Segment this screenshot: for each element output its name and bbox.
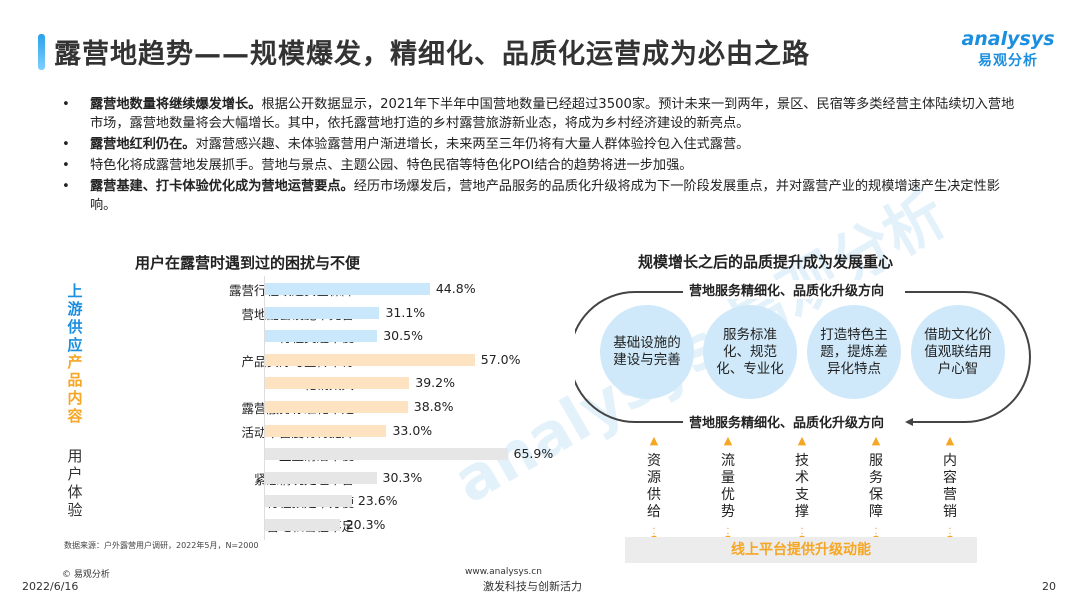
factor-label: 资源供给 bbox=[647, 453, 661, 520]
direction-bottom: 营地服务精细化、品质化升级方向 bbox=[683, 412, 891, 431]
chart-row: 卫生清洁不便65.9% bbox=[90, 443, 553, 463]
bullet-text: 经历市场爆发后，营地产品服务的品质化升级将成为下一阶段发展重点，并对露营产业的规… bbox=[90, 179, 1000, 213]
factor-column: ▲ 服务保障 ··● bbox=[866, 434, 886, 545]
chart-axis-line bbox=[264, 276, 265, 540]
chart-row: 行程预定不方便23.6% bbox=[90, 490, 540, 510]
bar bbox=[265, 519, 340, 531]
circle-theme: 打造特色主题，提炼差异化特点 bbox=[807, 305, 901, 399]
right-loop-arc bbox=[905, 291, 1031, 423]
bullet-item: 特色化将成露营地发展抓手。营地与景点、主题公园、特色民宿等特色化POI结合的趋势… bbox=[62, 156, 1022, 175]
bar bbox=[265, 471, 377, 484]
value-label: 33.0% bbox=[392, 422, 433, 438]
bullet-text: 根据公开数据显示，2021年下半年中国营地数量已经超过3500家。预计未来一到两… bbox=[90, 97, 1015, 131]
circle-culture: 借助文化价值观联结用户心智 bbox=[911, 305, 1005, 399]
chart-row: 露营行程缺乏安全保障44.8% bbox=[90, 278, 540, 298]
bullet-item: 露营地红利仍在。对露营感兴趣、未体验露营用户渐进增长，未来两至三年仍将有大量人群… bbox=[62, 135, 1022, 154]
diagram-title: 规模增长之后的品质提升成为发展重心 bbox=[638, 253, 894, 271]
footer-copyright: © 易观分析 bbox=[62, 570, 110, 580]
logo-en: analysys bbox=[961, 28, 1055, 50]
circle-infrastructure: 基础设施的建设与完善 bbox=[600, 305, 694, 399]
page-title: 露营地趋势——规模爆发，精细化、品质化运营成为必由之路 bbox=[54, 39, 810, 70]
bar bbox=[265, 330, 378, 343]
chart-row: 产品实际与宣传不符57.0% bbox=[90, 349, 540, 369]
bar bbox=[265, 424, 387, 437]
bullet-list: 露营地数量将继续爆发增长。根据公开数据显示，2021年下半年中国营地数量已经超过… bbox=[62, 95, 1022, 217]
title-accent-bar bbox=[38, 34, 45, 70]
chart-row: 行程交通不便30.5% bbox=[90, 325, 540, 345]
group-label: 上游供应 bbox=[67, 282, 83, 354]
data-source: 数据来源：户外露营用户调研，2022年5月，N=2000 bbox=[64, 541, 259, 550]
factor-column: ▲ 内容营销 ··● bbox=[940, 434, 960, 545]
bar bbox=[265, 377, 410, 390]
value-label: 20.3% bbox=[345, 517, 386, 532]
factor-label: 流量优势 bbox=[721, 453, 735, 520]
chart-row: 活动丰富度有待提升33.0% bbox=[90, 420, 540, 440]
bullet-text: 特色化将成露营地发展抓手。营地与景点、主题公园、特色民宿等特色化POI结合的趋势… bbox=[90, 158, 693, 173]
factor-label: 内容营销 bbox=[943, 453, 957, 520]
left-loop-arc bbox=[575, 291, 685, 423]
brand-logo: analysys 易观分析 bbox=[958, 28, 1058, 70]
footer-url: www.analysys.cn bbox=[465, 567, 542, 577]
bar bbox=[265, 401, 408, 413]
chart-row: 紧急情况处理不善30.3% bbox=[90, 467, 540, 487]
footer-date: 2022/6/16 bbox=[22, 580, 79, 593]
value-label: 31.1% bbox=[385, 304, 426, 320]
bullet-bold: 露营地红利仍在。 bbox=[90, 137, 196, 152]
chart-row: 露营服务标准化不足38.8% bbox=[90, 396, 540, 416]
bar bbox=[265, 283, 430, 295]
chart-title: 用户在露营时遇到过的困扰与不便 bbox=[135, 254, 361, 272]
factor-label: 服务保障 bbox=[869, 453, 883, 520]
factor-column: ▲ 资源供给 ··● bbox=[644, 434, 664, 545]
chart-row: 营地配套设施不完善31.1% bbox=[90, 302, 540, 322]
factor-label: 技术支撑 bbox=[795, 453, 809, 520]
bar bbox=[265, 353, 475, 366]
bar bbox=[265, 495, 352, 508]
value-label: 30.3% bbox=[382, 469, 423, 485]
factor-column: ▲ 技术支撑 ··● bbox=[792, 434, 812, 545]
logo-cn: 易观分析 bbox=[978, 53, 1038, 69]
chart-row: 营地私密性不足20.3% bbox=[90, 514, 540, 534]
value-label: 44.8% bbox=[435, 281, 476, 296]
bullet-bold: 露营基建、打卡体验优化成为营地运营要点。 bbox=[90, 179, 354, 194]
up-arrow-icon: ▲ bbox=[649, 434, 659, 447]
bullet-item: 露营地数量将继续爆发增长。根据公开数据显示，2021年下半年中国营地数量已经超过… bbox=[62, 95, 1022, 133]
up-arrow-icon: ▲ bbox=[723, 434, 733, 447]
bar bbox=[265, 306, 380, 319]
value-label: 39.2% bbox=[415, 375, 455, 391]
bar bbox=[265, 448, 508, 461]
chart-row: 花销太大39.2% bbox=[90, 372, 540, 392]
bullet-text: 对露营感兴趣、未体验露营用户渐进增长，未来两至三年仍将有大量人群体验拎包入住式露… bbox=[195, 137, 750, 152]
group-label: 用户体验 bbox=[67, 447, 83, 520]
value-label: 23.6% bbox=[357, 493, 398, 509]
platform-bar: 线上平台提供升级动能 bbox=[625, 537, 977, 563]
value-label: 38.8% bbox=[413, 399, 454, 414]
up-arrow-icon: ▲ bbox=[797, 434, 807, 447]
value-label: 57.0% bbox=[480, 351, 521, 367]
bullet-item: 露营基建、打卡体验优化成为营地运营要点。经历市场爆发后，营地产品服务的品质化升级… bbox=[62, 177, 1022, 215]
bullet-bold: 露营地数量将继续爆发增长。 bbox=[90, 97, 262, 112]
arrow-head-left bbox=[905, 418, 913, 426]
direction-top: 营地服务精细化、品质化升级方向 bbox=[683, 280, 891, 299]
value-label: 30.5% bbox=[383, 328, 423, 344]
circle-service-standard: 服务标准化、规范化、专业化 bbox=[703, 305, 797, 399]
value-label: 65.9% bbox=[513, 446, 554, 462]
up-arrow-icon: ▲ bbox=[945, 434, 955, 447]
footer-slogan: 激发科技与创新活力 bbox=[483, 580, 582, 593]
group-label: 产品内容 bbox=[67, 352, 83, 425]
factor-column: ▲ 流量优势 ··● bbox=[718, 434, 738, 545]
up-arrow-icon: ▲ bbox=[871, 434, 881, 447]
page-number: 20 bbox=[1042, 580, 1056, 593]
